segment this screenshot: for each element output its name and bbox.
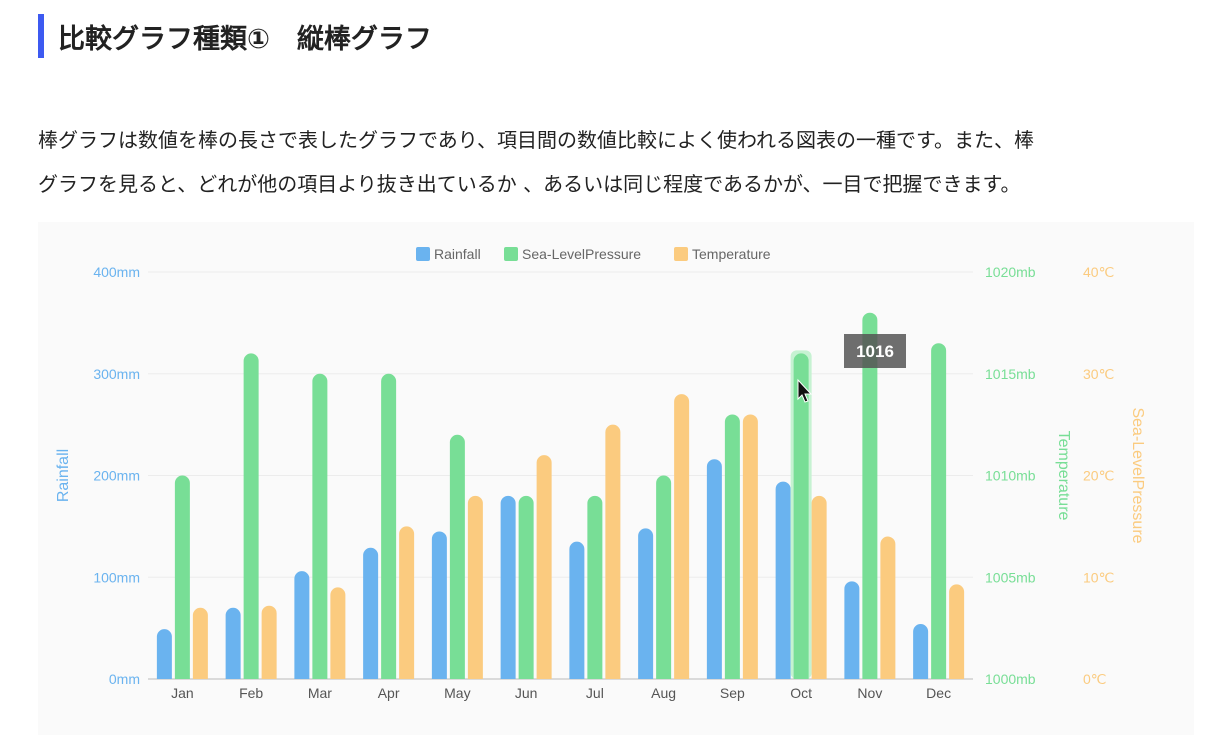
right-axis-2-tick-label: 30℃ xyxy=(1083,366,1114,382)
left-axis-tick-label: 300mm xyxy=(93,366,140,382)
bar-sea-levelpressure xyxy=(793,353,809,679)
mouse-cursor-icon xyxy=(797,378,813,403)
right-axis-2-title: Sea-LevelPressure xyxy=(1129,407,1146,543)
bar-rainfall xyxy=(706,459,722,679)
bar-sea-levelpressure xyxy=(174,475,190,679)
bar-temperature xyxy=(399,526,415,679)
bar-rainfall xyxy=(913,624,929,679)
bar-temperature xyxy=(192,607,208,679)
right-axis-tick-label: 1010mb xyxy=(985,468,1036,484)
bar-sea-levelpressure xyxy=(243,353,259,679)
right-axis-tick-label: 1020mb xyxy=(985,264,1036,280)
bar-rainfall xyxy=(363,547,379,679)
bar-rainfall xyxy=(431,531,447,679)
bar-sea-levelpressure xyxy=(656,475,672,679)
x-axis-tick-label: Nov xyxy=(857,685,882,701)
tooltip-value: 1016 xyxy=(856,342,894,361)
bar-sea-levelpressure xyxy=(862,312,878,679)
bar-temperature xyxy=(330,587,346,679)
bar-chart-svg: 0mm 100mm 200mm 300mm 400mm 1000mb 1005mb 1010m… xyxy=(55,246,1146,701)
bar-sea-levelpressure xyxy=(587,495,603,679)
legend-swatch xyxy=(674,247,688,261)
right-axis-2-tick-label: 20℃ xyxy=(1083,468,1114,484)
legend-swatch xyxy=(416,247,430,261)
right-axis-tick-label: 1000mb xyxy=(985,671,1036,687)
section-title: 比較グラフ種類① 縦棒グラフ xyxy=(58,23,432,55)
right-axis-2-tick-label: 0℃ xyxy=(1083,671,1107,687)
bar-sea-levelpressure xyxy=(381,373,397,679)
bar-temperature xyxy=(880,536,896,679)
bar-sea-levelpressure xyxy=(449,434,465,679)
legend-label: Rainfall xyxy=(434,246,481,262)
bar-temperature xyxy=(605,424,621,679)
right-axis-title: Temperature xyxy=(1055,431,1072,521)
x-axis-tick-label: Dec xyxy=(926,685,951,701)
bar-rainfall xyxy=(500,495,516,679)
legend-swatch xyxy=(504,247,518,261)
bar-rainfall xyxy=(638,528,654,679)
bar-rainfall xyxy=(156,629,172,679)
bar-sea-levelpressure xyxy=(724,414,740,679)
x-axis-tick-label: Feb xyxy=(239,685,263,701)
right-axis-2-tick-label: 40℃ xyxy=(1083,264,1114,280)
bar-chart: 0mm 100mm 200mm 300mm 400mm 1000mb 1005mb 1010m… xyxy=(38,222,1194,735)
bar-rainfall xyxy=(294,571,310,679)
section-heading: 比較グラフ種類① 縦棒グラフ xyxy=(38,14,432,58)
right-axis-tick-label: 1015mb xyxy=(985,366,1036,382)
x-axis-tick-label: May xyxy=(444,685,470,701)
left-axis-tick-label: 100mm xyxy=(93,569,140,585)
bar-temperature xyxy=(467,495,483,679)
description-paragraph: 棒グラフは数値を棒の長さで表したグラフであり、項目間の数値比較によく使われる図表… xyxy=(38,118,1198,206)
x-axis-tick-label: Aug xyxy=(651,685,676,701)
bar-temperature xyxy=(949,584,965,679)
left-axis-tick-label: 200mm xyxy=(93,468,140,484)
x-axis-tick-label: Apr xyxy=(378,685,400,701)
x-axis-tick-label: Jul xyxy=(586,685,604,701)
bar-rainfall xyxy=(844,581,860,679)
bar-sea-levelpressure xyxy=(518,495,534,679)
bar-sea-levelpressure xyxy=(931,343,947,679)
x-axis-tick-label: Sep xyxy=(720,685,745,701)
bar-rainfall xyxy=(775,481,791,679)
bar-rainfall xyxy=(569,541,585,679)
bar-temperature xyxy=(811,495,827,679)
bar-temperature xyxy=(742,414,758,679)
x-axis-tick-label: Jun xyxy=(515,685,538,701)
bar-temperature xyxy=(674,394,690,679)
bar-temperature xyxy=(536,455,552,679)
bar-temperature xyxy=(261,605,277,679)
paragraph-line-1: 棒グラフは数値を棒の長さで表したグラフであり、項目間の数値比較によく使われる図表… xyxy=(38,128,1034,152)
x-axis-tick-label: Mar xyxy=(308,685,332,701)
bar-sea-levelpressure xyxy=(312,373,328,679)
x-axis-tick-label: Jan xyxy=(171,685,194,701)
right-axis-tick-label: 1005mb xyxy=(985,569,1036,585)
tooltip-box xyxy=(844,334,906,368)
legend-label: Sea-LevelPressure xyxy=(522,246,641,262)
legend-label: Temperature xyxy=(692,246,771,262)
right-axis-2-tick-label: 10℃ xyxy=(1083,569,1114,585)
left-axis-title: Rainfall xyxy=(55,449,72,502)
bar-rainfall xyxy=(225,607,241,679)
left-axis-tick-label: 400mm xyxy=(93,264,140,280)
left-axis-tick-label: 0mm xyxy=(109,671,140,687)
x-axis-tick-label: Oct xyxy=(790,685,812,701)
paragraph-line-2: グラフを見ると、どれが他の項目より抜き出ているか 、あるいは同じ程度であるかが、… xyxy=(38,172,1021,196)
